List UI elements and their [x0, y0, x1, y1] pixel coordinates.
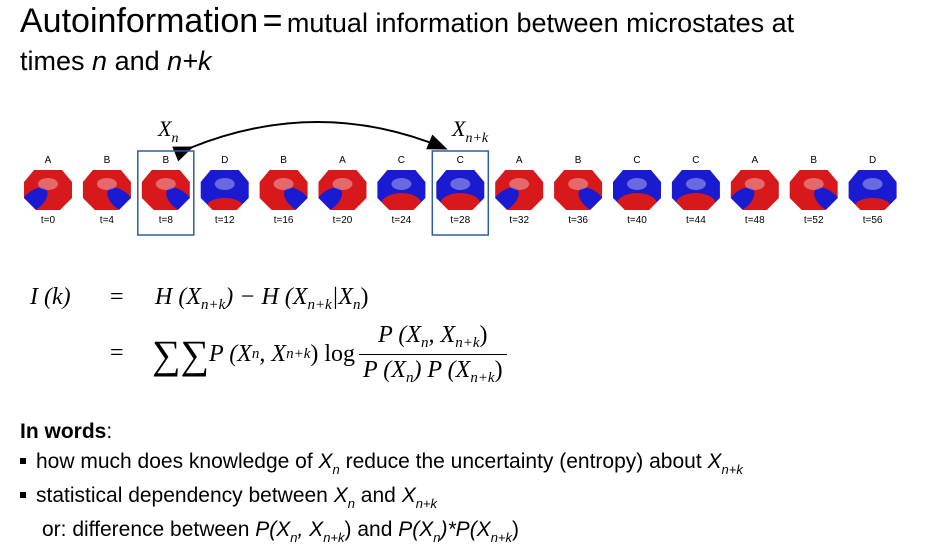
map-time-label: t=8	[159, 215, 174, 226]
title-nk: n+k	[167, 46, 212, 76]
microstate-map: At=0	[24, 155, 72, 226]
title-line-2: times n and n+k	[20, 46, 211, 77]
title-equals: =	[262, 2, 283, 40]
bullet-2: statistical dependency between Xn and Xn…	[20, 484, 437, 511]
map-time-label: t=44	[686, 215, 706, 226]
map-state-label: A	[516, 155, 523, 166]
double-sum: ∑∑	[152, 332, 210, 377]
microstate-map: Ct=40	[613, 155, 661, 226]
map-state-label: C	[633, 155, 640, 166]
map-time-label: t=20	[333, 215, 353, 226]
microstate-map: Bt=52	[789, 155, 838, 226]
map-time-label: t=4	[100, 215, 115, 226]
microstate-map: Ct=44	[671, 155, 720, 226]
microstate-map: Ct=28	[431, 150, 490, 236]
map-time-label: t=16	[274, 215, 294, 226]
map-time-label: t=56	[863, 215, 883, 226]
eq-equals-2: =	[110, 340, 124, 366]
map-state-label: B	[810, 155, 817, 166]
title-n: n	[92, 46, 108, 76]
title-and: and	[114, 46, 160, 76]
map-time-label: t=48	[745, 215, 765, 226]
fraction-denominator: P (Xn) P (Xn+k)	[359, 354, 507, 387]
map-time-label: t=32	[509, 215, 529, 226]
map-state-label: A	[339, 155, 346, 166]
map-time-label: t=0	[41, 215, 56, 226]
eq-lhs: I (k)	[30, 284, 71, 310]
map-state-label: C	[457, 155, 464, 166]
microstate-sequence-diagram: Xn Xn+k At=0Bt=4Bt=8Dt=12Bt=16At=20Ct=24…	[24, 116, 897, 236]
map-state-label: A	[751, 155, 758, 166]
map-state-label: D	[221, 155, 228, 166]
map-state-label: A	[45, 155, 52, 166]
fraction-numerator: P (Xn, Xn+k)	[378, 322, 488, 351]
map-time-label: t=12	[215, 215, 235, 226]
map-state-label: B	[280, 155, 287, 166]
title-times: times	[20, 46, 85, 76]
map-state-label: B	[104, 155, 111, 166]
map-time-label: t=52	[804, 215, 824, 226]
microstate-maps: At=0Bt=4Bt=8Dt=12Bt=16At=20Ct=24Ct=28At=…	[24, 150, 897, 236]
map-time-label: t=28	[450, 215, 470, 226]
bullet-1: how much does knowledge of Xn reduce the…	[20, 450, 743, 477]
microstate-map: Dt=56	[848, 155, 897, 226]
microstate-map: Ct=24	[377, 155, 426, 226]
microstate-map: At=20	[318, 155, 367, 226]
map-time-label: t=24	[392, 215, 412, 226]
microstate-map: Dt=12	[200, 155, 249, 226]
map-state-label: D	[869, 155, 876, 166]
microstate-map: Bt=4	[82, 155, 131, 226]
microstate-map: At=32	[495, 155, 544, 226]
microstate-map: Bt=16	[259, 155, 308, 226]
xn-label: Xn	[157, 116, 178, 146]
title-rest-1: mutual information between microstates a…	[286, 8, 795, 38]
bullet-marker	[20, 458, 26, 464]
eq-equals-1: =	[110, 284, 124, 310]
map-state-label: C	[398, 155, 405, 166]
log-fraction: P (Xn, Xn+k) P (Xn) P (Xn+k)	[359, 322, 507, 387]
map-state-label: B	[575, 155, 582, 166]
words-heading: In words:	[20, 420, 113, 443]
map-state-label: C	[692, 155, 699, 166]
map-state-label: B	[162, 155, 169, 166]
microstate-map: At=48	[730, 155, 779, 226]
xnk-label: Xn+k	[451, 116, 489, 146]
bullet-marker	[20, 492, 26, 498]
eq-line-1: H (Xn+k) − H (Xn+k|Xn)	[155, 284, 369, 313]
map-time-label: t=40	[627, 215, 647, 226]
highlight-box	[137, 150, 195, 236]
highlight-box	[431, 150, 490, 236]
microstate-map: Bt=8	[137, 150, 195, 236]
map-time-label: t=36	[568, 215, 588, 226]
dependency-arrow	[172, 121, 448, 162]
microstate-map: Bt=36	[554, 155, 603, 226]
title-main: Autoinformation	[20, 2, 259, 40]
bullet-2-continuation: or: difference between P(Xn, Xn+k) and P…	[42, 518, 520, 545]
slide-title: Autoinformation = mutual information bet…	[20, 2, 794, 41]
